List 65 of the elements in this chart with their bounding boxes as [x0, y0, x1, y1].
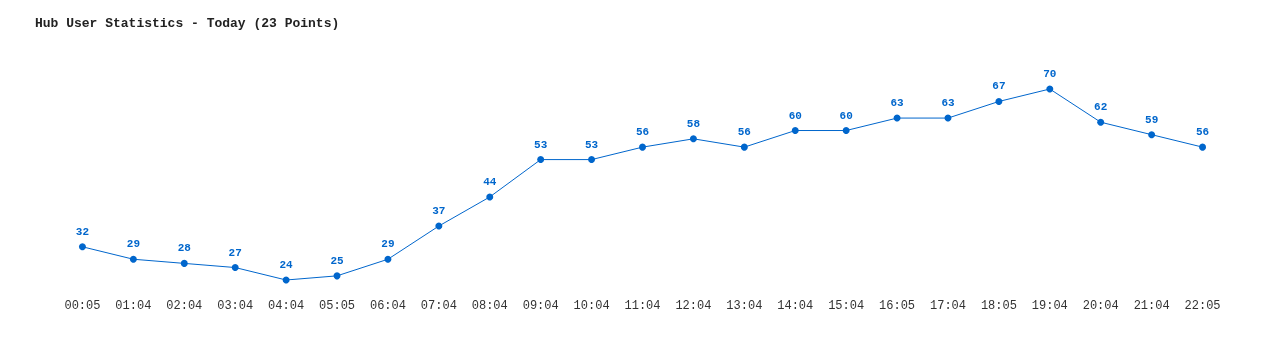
point [1097, 118, 1105, 126]
data-label: 25 [330, 254, 345, 267]
point [689, 135, 697, 143]
data-label: 24 [279, 259, 294, 271]
data-label: 56 [737, 126, 751, 139]
point [537, 156, 545, 164]
point [740, 143, 748, 151]
data-label: 27 [228, 246, 242, 259]
data-label: 29 [126, 238, 140, 251]
data-label: 60 [788, 109, 802, 122]
data-label: 63 [890, 97, 905, 110]
data-label: 37 [432, 205, 446, 218]
point [995, 97, 1003, 105]
x-tick-label: 16:05 [879, 299, 916, 313]
data-label: 58 [686, 117, 701, 130]
x-tick-label: 20:04 [1082, 299, 1119, 313]
x-tick-label: 21:04 [1133, 299, 1170, 313]
data-label: 67 [992, 80, 1006, 93]
data-label: 53 [584, 138, 599, 151]
point [639, 143, 646, 151]
x-tick-label: 13:04 [726, 299, 763, 313]
x-tick-label: 12:04 [675, 299, 712, 313]
x-tick-label: 10:04 [573, 299, 610, 313]
x-tick-label: 15:04 [828, 299, 865, 313]
x-tick-label: 04:04 [268, 299, 305, 313]
point [180, 259, 188, 267]
x-tick-label: 06:04 [369, 299, 406, 313]
point [129, 255, 137, 263]
x-tick-label: 19:04 [1031, 299, 1068, 313]
data-label: 56 [635, 126, 650, 139]
x-tick-label: 00:05 [64, 299, 101, 313]
point [842, 127, 850, 135]
x-tick-label: 18:05 [980, 299, 1017, 313]
point [384, 255, 392, 263]
data-label: 29 [381, 238, 395, 251]
point [1046, 85, 1054, 93]
data-label: 59 [1145, 113, 1159, 126]
data-label: 60 [839, 109, 853, 122]
x-tick-label: 08:04 [471, 299, 508, 313]
data-label: 56 [1195, 126, 1210, 139]
chart-title: Hub User Statistics - Today (23 Points) [35, 16, 340, 31]
data-label: 62 [1094, 101, 1108, 114]
point [1199, 143, 1207, 151]
x-tick-label: 22:05 [1184, 299, 1221, 313]
point [486, 193, 494, 201]
point [791, 127, 799, 135]
point [588, 156, 596, 164]
data-label: 70 [1043, 68, 1057, 80]
data-label: 53 [534, 138, 548, 151]
data-label: 44 [483, 175, 497, 188]
point [78, 243, 86, 251]
x-tick-label: 01:04 [115, 299, 152, 313]
x-tick-label: 11:04 [624, 299, 661, 313]
x-tick-label: 02:04 [166, 299, 203, 313]
x-tick-label: 14:04 [777, 299, 814, 313]
point [1148, 131, 1156, 139]
x-tick-label: 17:04 [929, 299, 966, 313]
x-tick-label: 07:04 [420, 299, 457, 313]
data-label: 63 [941, 97, 955, 110]
x-tick-label: 09:04 [522, 299, 559, 313]
data-label: 28 [177, 242, 192, 255]
x-tick-label: 03:04 [217, 299, 254, 313]
data-label: 32 [75, 225, 90, 238]
point [231, 264, 239, 272]
x-tick-label: 05:05 [319, 299, 356, 313]
